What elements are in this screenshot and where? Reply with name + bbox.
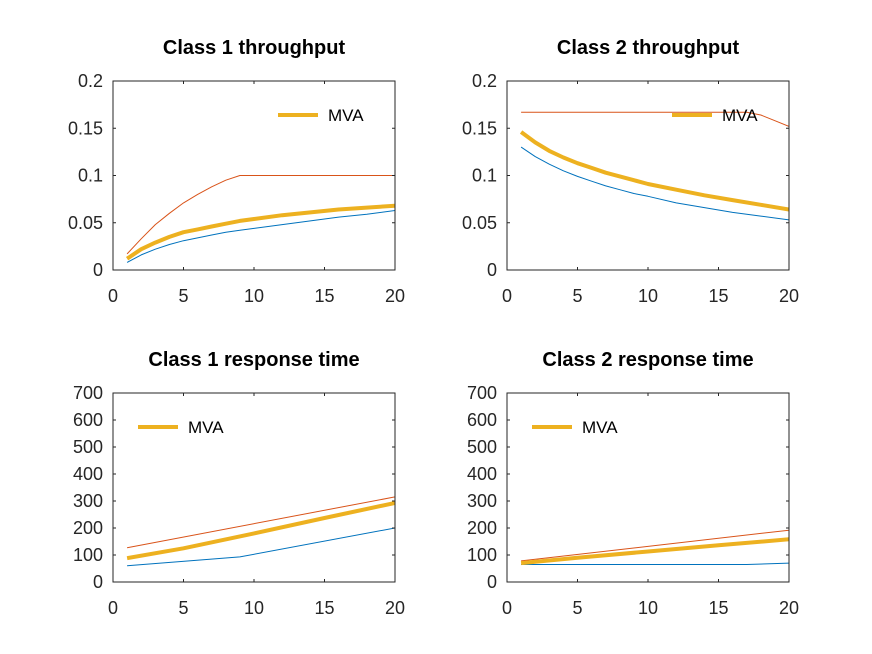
series-line-lower: [521, 562, 789, 565]
legend-label-mva: MVA: [722, 106, 758, 125]
y-tick-label: 300: [73, 491, 103, 511]
series-line-lower: [126, 210, 395, 263]
x-tick-label: 15: [708, 598, 728, 618]
y-tick-label: 600: [467, 410, 497, 430]
x-tick-label: 10: [638, 598, 658, 618]
y-tick-label: 400: [73, 464, 103, 484]
series-line-mva: [520, 537, 789, 566]
x-tick-label: 20: [779, 286, 799, 306]
y-tick-label: 0.2: [472, 71, 497, 91]
chart-title: Class 2 throughput: [557, 37, 740, 59]
x-tick-label: 10: [244, 286, 264, 306]
series-line-upper: [521, 529, 789, 562]
series-line-mva: [125, 203, 395, 261]
legend-label-mva: MVA: [188, 418, 224, 437]
chart-title: Class 1 throughput: [163, 37, 346, 59]
legend: MVA: [672, 106, 758, 125]
y-tick-label: 500: [73, 437, 103, 457]
x-tick-label: 10: [244, 598, 264, 618]
series-line-upper: [127, 496, 395, 549]
legend: MVA: [138, 418, 224, 437]
y-tick-label: 600: [73, 410, 103, 430]
subplot-1: Class 1 throughput 0 5 10 15 20 0 0.05 0.1 0.15 0.…: [68, 37, 405, 306]
y-tick-label: 0: [487, 572, 497, 592]
y-tick-label: 0.1: [472, 166, 497, 186]
chart-title: Class 1 response time: [148, 349, 359, 371]
x-tick-label: 0: [502, 598, 512, 618]
y-tick-label: 0.05: [68, 213, 103, 233]
legend: MVA: [278, 106, 364, 125]
x-tick-label: 15: [314, 286, 334, 306]
legend: MVA: [532, 418, 618, 437]
x-tick-label: 20: [779, 598, 799, 618]
y-tick-label: 500: [467, 437, 497, 457]
y-tick-label: 700: [467, 383, 497, 403]
x-tick-label: 5: [178, 286, 188, 306]
y-tick-label: 700: [73, 383, 103, 403]
y-tick-label: 0.1: [78, 166, 103, 186]
series-line-mva: [126, 500, 395, 561]
series-line-mva: [519, 130, 789, 212]
x-tick-label: 5: [572, 286, 582, 306]
x-tick-label: 0: [108, 286, 118, 306]
y-tick-label: 0: [93, 260, 103, 280]
y-tick-label: 100: [467, 545, 497, 565]
y-tick-label: 0: [93, 572, 103, 592]
legend-label-mva: MVA: [582, 418, 618, 437]
legend-label-mva: MVA: [328, 106, 364, 125]
x-tick-label: 15: [708, 286, 728, 306]
x-tick-label: 0: [108, 598, 118, 618]
axes-frame: [506, 392, 790, 583]
y-tick-label: 0.05: [462, 213, 497, 233]
y-tick-label: 200: [467, 518, 497, 538]
y-tick-label: 100: [73, 545, 103, 565]
y-tick-label: 0.2: [78, 71, 103, 91]
series-line-lower: [520, 146, 789, 221]
x-tick-label: 5: [572, 598, 582, 618]
series-line-upper: [521, 111, 789, 127]
series-line-lower: [127, 527, 395, 567]
x-tick-label: 15: [314, 598, 334, 618]
y-tick-label: 300: [467, 491, 497, 511]
subplot-2: Class 2 throughput 0 5 10 15 20 0 0.05 0.1 0.15 0.…: [462, 37, 799, 306]
series-line-upper: [126, 175, 395, 255]
x-tick-label: 20: [385, 286, 405, 306]
chart-title: Class 2 response time: [542, 349, 753, 371]
y-tick-label: 200: [73, 518, 103, 538]
x-tick-label: 20: [385, 598, 405, 618]
y-tick-label: 400: [467, 464, 497, 484]
y-tick-label: 0.15: [68, 118, 103, 138]
y-tick-label: 0.15: [462, 118, 497, 138]
x-tick-label: 0: [502, 286, 512, 306]
x-tick-label: 10: [638, 286, 658, 306]
x-tick-label: 5: [178, 598, 188, 618]
y-tick-label: 0: [487, 260, 497, 280]
